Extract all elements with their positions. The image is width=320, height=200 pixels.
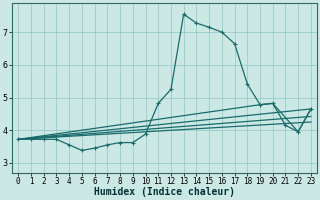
X-axis label: Humidex (Indice chaleur): Humidex (Indice chaleur) [94,187,235,197]
